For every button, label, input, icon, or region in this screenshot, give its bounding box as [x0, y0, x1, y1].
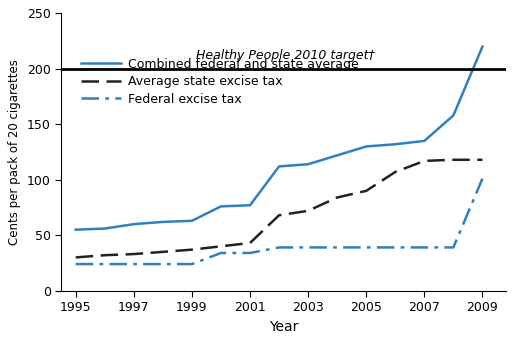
Legend: Combined federal and state average, Average state excise tax, Federal excise tax: Combined federal and state average, Aver… [76, 53, 363, 110]
Text: Healthy People 2010 target†: Healthy People 2010 target† [195, 49, 374, 62]
Y-axis label: Cents per pack of 20 cigarettes: Cents per pack of 20 cigarettes [8, 59, 22, 245]
X-axis label: Year: Year [269, 320, 298, 334]
